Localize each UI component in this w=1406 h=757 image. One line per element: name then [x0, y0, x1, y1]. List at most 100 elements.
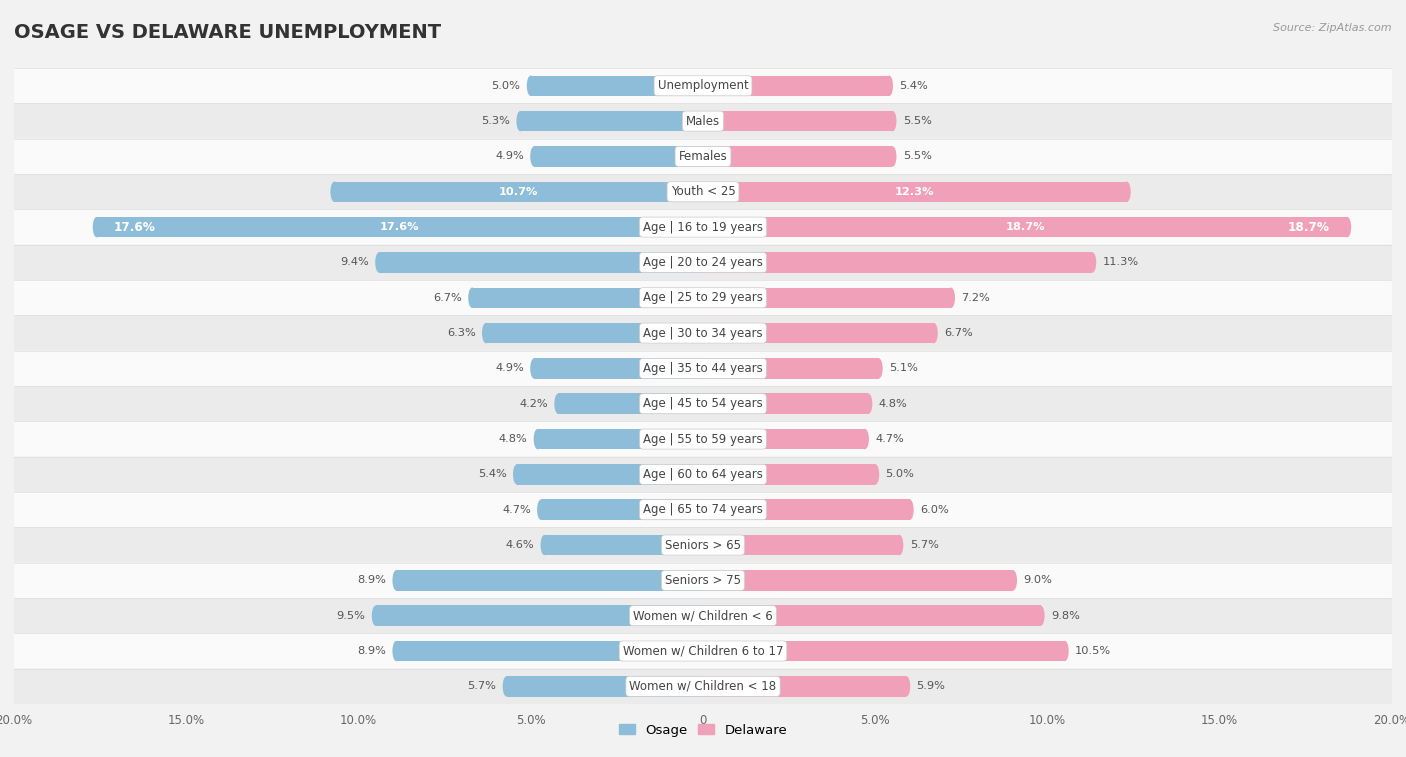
Text: 10.7%: 10.7% — [499, 187, 538, 197]
Bar — [558, 394, 703, 414]
Ellipse shape — [1343, 217, 1351, 238]
Bar — [506, 676, 703, 696]
Text: Males: Males — [686, 114, 720, 128]
Text: 5.7%: 5.7% — [467, 681, 496, 691]
FancyBboxPatch shape — [14, 456, 1392, 492]
Bar — [517, 464, 703, 484]
Text: 9.5%: 9.5% — [336, 611, 366, 621]
Bar — [472, 288, 703, 308]
Ellipse shape — [1060, 640, 1069, 662]
Ellipse shape — [375, 252, 384, 273]
Text: Seniors > 65: Seniors > 65 — [665, 538, 741, 552]
Text: Females: Females — [679, 150, 727, 163]
Text: 8.9%: 8.9% — [357, 575, 387, 585]
Text: 10.5%: 10.5% — [1076, 646, 1111, 656]
Bar — [703, 394, 869, 414]
FancyBboxPatch shape — [14, 422, 1392, 456]
Text: 4.7%: 4.7% — [502, 505, 531, 515]
Bar — [531, 76, 703, 96]
Bar — [703, 500, 910, 520]
Text: 5.5%: 5.5% — [903, 151, 932, 161]
FancyBboxPatch shape — [14, 492, 1392, 528]
Text: 9.0%: 9.0% — [1024, 575, 1052, 585]
Ellipse shape — [1036, 606, 1045, 626]
FancyBboxPatch shape — [14, 350, 1392, 386]
Bar — [703, 252, 1092, 273]
Ellipse shape — [540, 534, 548, 556]
Bar — [703, 111, 893, 132]
Bar — [703, 358, 879, 378]
Bar — [380, 252, 703, 273]
FancyBboxPatch shape — [14, 245, 1392, 280]
Bar — [703, 146, 893, 167]
Text: 4.8%: 4.8% — [879, 399, 907, 409]
Text: 6.3%: 6.3% — [447, 328, 475, 338]
Ellipse shape — [889, 111, 897, 132]
Text: 5.4%: 5.4% — [478, 469, 506, 479]
Bar — [703, 322, 934, 344]
FancyBboxPatch shape — [14, 174, 1392, 210]
Ellipse shape — [865, 394, 872, 414]
Ellipse shape — [896, 534, 903, 556]
Text: Age | 25 to 29 years: Age | 25 to 29 years — [643, 291, 763, 304]
Text: 9.4%: 9.4% — [340, 257, 368, 267]
Bar — [97, 217, 703, 238]
Text: Women w/ Children < 18: Women w/ Children < 18 — [630, 680, 776, 693]
Legend: Osage, Delaware: Osage, Delaware — [613, 718, 793, 742]
Bar — [520, 111, 703, 132]
Ellipse shape — [1123, 182, 1130, 202]
Text: Age | 30 to 34 years: Age | 30 to 34 years — [643, 326, 763, 340]
Ellipse shape — [93, 217, 101, 238]
Bar — [335, 182, 703, 202]
Bar — [703, 217, 1347, 238]
Text: Seniors > 75: Seniors > 75 — [665, 574, 741, 587]
Bar — [703, 570, 1012, 590]
Ellipse shape — [392, 640, 401, 662]
FancyBboxPatch shape — [14, 634, 1392, 668]
Ellipse shape — [516, 111, 524, 132]
Ellipse shape — [503, 676, 510, 696]
Bar — [703, 640, 1064, 662]
Text: 4.6%: 4.6% — [506, 540, 534, 550]
Ellipse shape — [872, 464, 879, 484]
Ellipse shape — [860, 428, 869, 450]
Text: 4.2%: 4.2% — [519, 399, 548, 409]
Bar — [703, 676, 907, 696]
Bar — [537, 428, 703, 450]
Text: 5.7%: 5.7% — [910, 540, 939, 550]
Ellipse shape — [889, 146, 897, 167]
Text: 5.0%: 5.0% — [886, 469, 914, 479]
Ellipse shape — [371, 606, 380, 626]
Ellipse shape — [1088, 252, 1097, 273]
Text: 6.7%: 6.7% — [433, 293, 461, 303]
Text: 12.3%: 12.3% — [896, 187, 935, 197]
Ellipse shape — [392, 570, 401, 590]
Ellipse shape — [330, 182, 339, 202]
Ellipse shape — [527, 76, 534, 96]
Text: 5.0%: 5.0% — [492, 81, 520, 91]
FancyBboxPatch shape — [14, 104, 1392, 139]
Bar — [544, 534, 703, 556]
FancyBboxPatch shape — [14, 386, 1392, 422]
Bar — [396, 570, 703, 590]
Text: Age | 45 to 54 years: Age | 45 to 54 years — [643, 397, 763, 410]
Ellipse shape — [513, 464, 522, 484]
Text: Women w/ Children < 6: Women w/ Children < 6 — [633, 609, 773, 622]
Text: Youth < 25: Youth < 25 — [671, 185, 735, 198]
FancyBboxPatch shape — [14, 668, 1392, 704]
Text: Source: ZipAtlas.com: Source: ZipAtlas.com — [1274, 23, 1392, 33]
Bar — [703, 428, 865, 450]
Text: 18.7%: 18.7% — [1005, 222, 1045, 232]
Text: Age | 35 to 44 years: Age | 35 to 44 years — [643, 362, 763, 375]
Text: 9.8%: 9.8% — [1050, 611, 1080, 621]
Text: Age | 65 to 74 years: Age | 65 to 74 years — [643, 503, 763, 516]
Text: Age | 60 to 64 years: Age | 60 to 64 years — [643, 468, 763, 481]
Bar — [703, 182, 1126, 202]
Ellipse shape — [537, 500, 546, 520]
Text: 5.9%: 5.9% — [917, 681, 945, 691]
Bar — [375, 606, 703, 626]
Bar — [486, 322, 703, 344]
Text: OSAGE VS DELAWARE UNEMPLOYMENT: OSAGE VS DELAWARE UNEMPLOYMENT — [14, 23, 441, 42]
Ellipse shape — [903, 676, 910, 696]
Ellipse shape — [905, 500, 914, 520]
